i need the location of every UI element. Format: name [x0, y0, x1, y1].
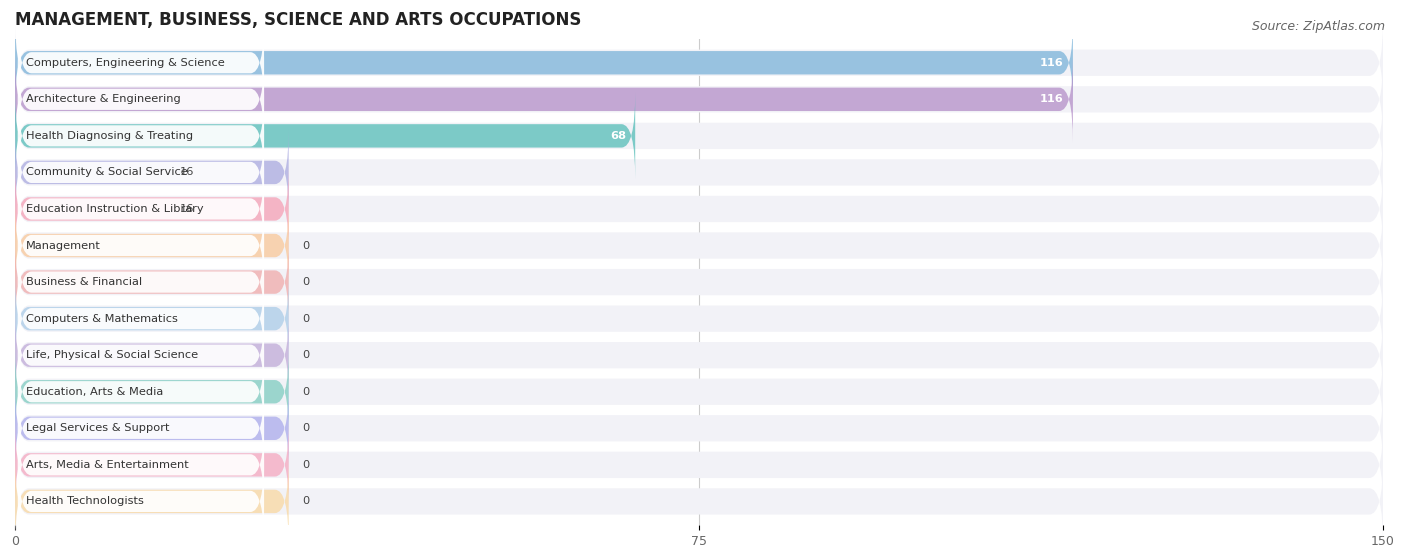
Text: Arts, Media & Entertainment: Arts, Media & Entertainment [27, 460, 188, 470]
FancyBboxPatch shape [15, 349, 288, 435]
FancyBboxPatch shape [15, 314, 1384, 397]
FancyBboxPatch shape [18, 165, 264, 253]
FancyBboxPatch shape [15, 20, 1073, 106]
FancyBboxPatch shape [18, 18, 264, 107]
FancyBboxPatch shape [15, 350, 1384, 433]
FancyBboxPatch shape [15, 276, 288, 362]
Text: Source: ZipAtlas.com: Source: ZipAtlas.com [1251, 20, 1385, 32]
FancyBboxPatch shape [15, 277, 1384, 361]
Text: Community & Social Service: Community & Social Service [27, 168, 188, 177]
Text: 0: 0 [302, 277, 309, 287]
Text: Management: Management [27, 240, 101, 250]
Text: Architecture & Engineering: Architecture & Engineering [27, 94, 181, 105]
Text: 68: 68 [610, 131, 626, 141]
FancyBboxPatch shape [15, 387, 1384, 470]
FancyBboxPatch shape [15, 458, 288, 544]
FancyBboxPatch shape [15, 421, 288, 508]
FancyBboxPatch shape [15, 312, 288, 399]
FancyBboxPatch shape [15, 240, 1384, 324]
Text: 116: 116 [1040, 58, 1064, 68]
Text: Business & Financial: Business & Financial [27, 277, 142, 287]
FancyBboxPatch shape [15, 56, 1073, 143]
Text: 0: 0 [302, 423, 309, 433]
Text: Life, Physical & Social Science: Life, Physical & Social Science [27, 350, 198, 360]
FancyBboxPatch shape [15, 385, 288, 471]
Text: 0: 0 [302, 496, 309, 506]
Text: Legal Services & Support: Legal Services & Support [27, 423, 170, 433]
Text: 16: 16 [179, 204, 194, 214]
FancyBboxPatch shape [15, 58, 1384, 141]
FancyBboxPatch shape [15, 459, 1384, 543]
Text: Education, Arts & Media: Education, Arts & Media [27, 387, 163, 397]
FancyBboxPatch shape [18, 92, 264, 180]
Text: 0: 0 [302, 240, 309, 250]
FancyBboxPatch shape [18, 384, 264, 472]
Text: Health Diagnosing & Treating: Health Diagnosing & Treating [27, 131, 193, 141]
FancyBboxPatch shape [18, 348, 264, 436]
Text: Health Technologists: Health Technologists [27, 496, 143, 506]
Text: 116: 116 [1040, 94, 1064, 105]
Text: 0: 0 [302, 460, 309, 470]
FancyBboxPatch shape [18, 128, 264, 217]
FancyBboxPatch shape [18, 274, 264, 363]
FancyBboxPatch shape [15, 167, 1384, 250]
Text: 0: 0 [302, 350, 309, 360]
Text: 16: 16 [179, 168, 194, 177]
FancyBboxPatch shape [18, 457, 264, 546]
FancyBboxPatch shape [15, 21, 1384, 105]
Text: MANAGEMENT, BUSINESS, SCIENCE AND ARTS OCCUPATIONS: MANAGEMENT, BUSINESS, SCIENCE AND ARTS O… [15, 11, 582, 29]
FancyBboxPatch shape [15, 423, 1384, 506]
FancyBboxPatch shape [15, 204, 1384, 287]
FancyBboxPatch shape [15, 166, 288, 252]
FancyBboxPatch shape [18, 311, 264, 400]
FancyBboxPatch shape [15, 202, 288, 288]
Text: Computers, Engineering & Science: Computers, Engineering & Science [27, 58, 225, 68]
FancyBboxPatch shape [15, 94, 1384, 178]
FancyBboxPatch shape [15, 129, 288, 216]
FancyBboxPatch shape [18, 201, 264, 290]
FancyBboxPatch shape [18, 55, 264, 144]
FancyBboxPatch shape [15, 239, 288, 325]
Text: 0: 0 [302, 314, 309, 324]
Text: Computers & Mathematics: Computers & Mathematics [27, 314, 179, 324]
FancyBboxPatch shape [18, 238, 264, 326]
FancyBboxPatch shape [15, 93, 636, 179]
Text: Education Instruction & Library: Education Instruction & Library [27, 204, 204, 214]
FancyBboxPatch shape [15, 131, 1384, 214]
FancyBboxPatch shape [18, 420, 264, 509]
Text: 0: 0 [302, 387, 309, 397]
